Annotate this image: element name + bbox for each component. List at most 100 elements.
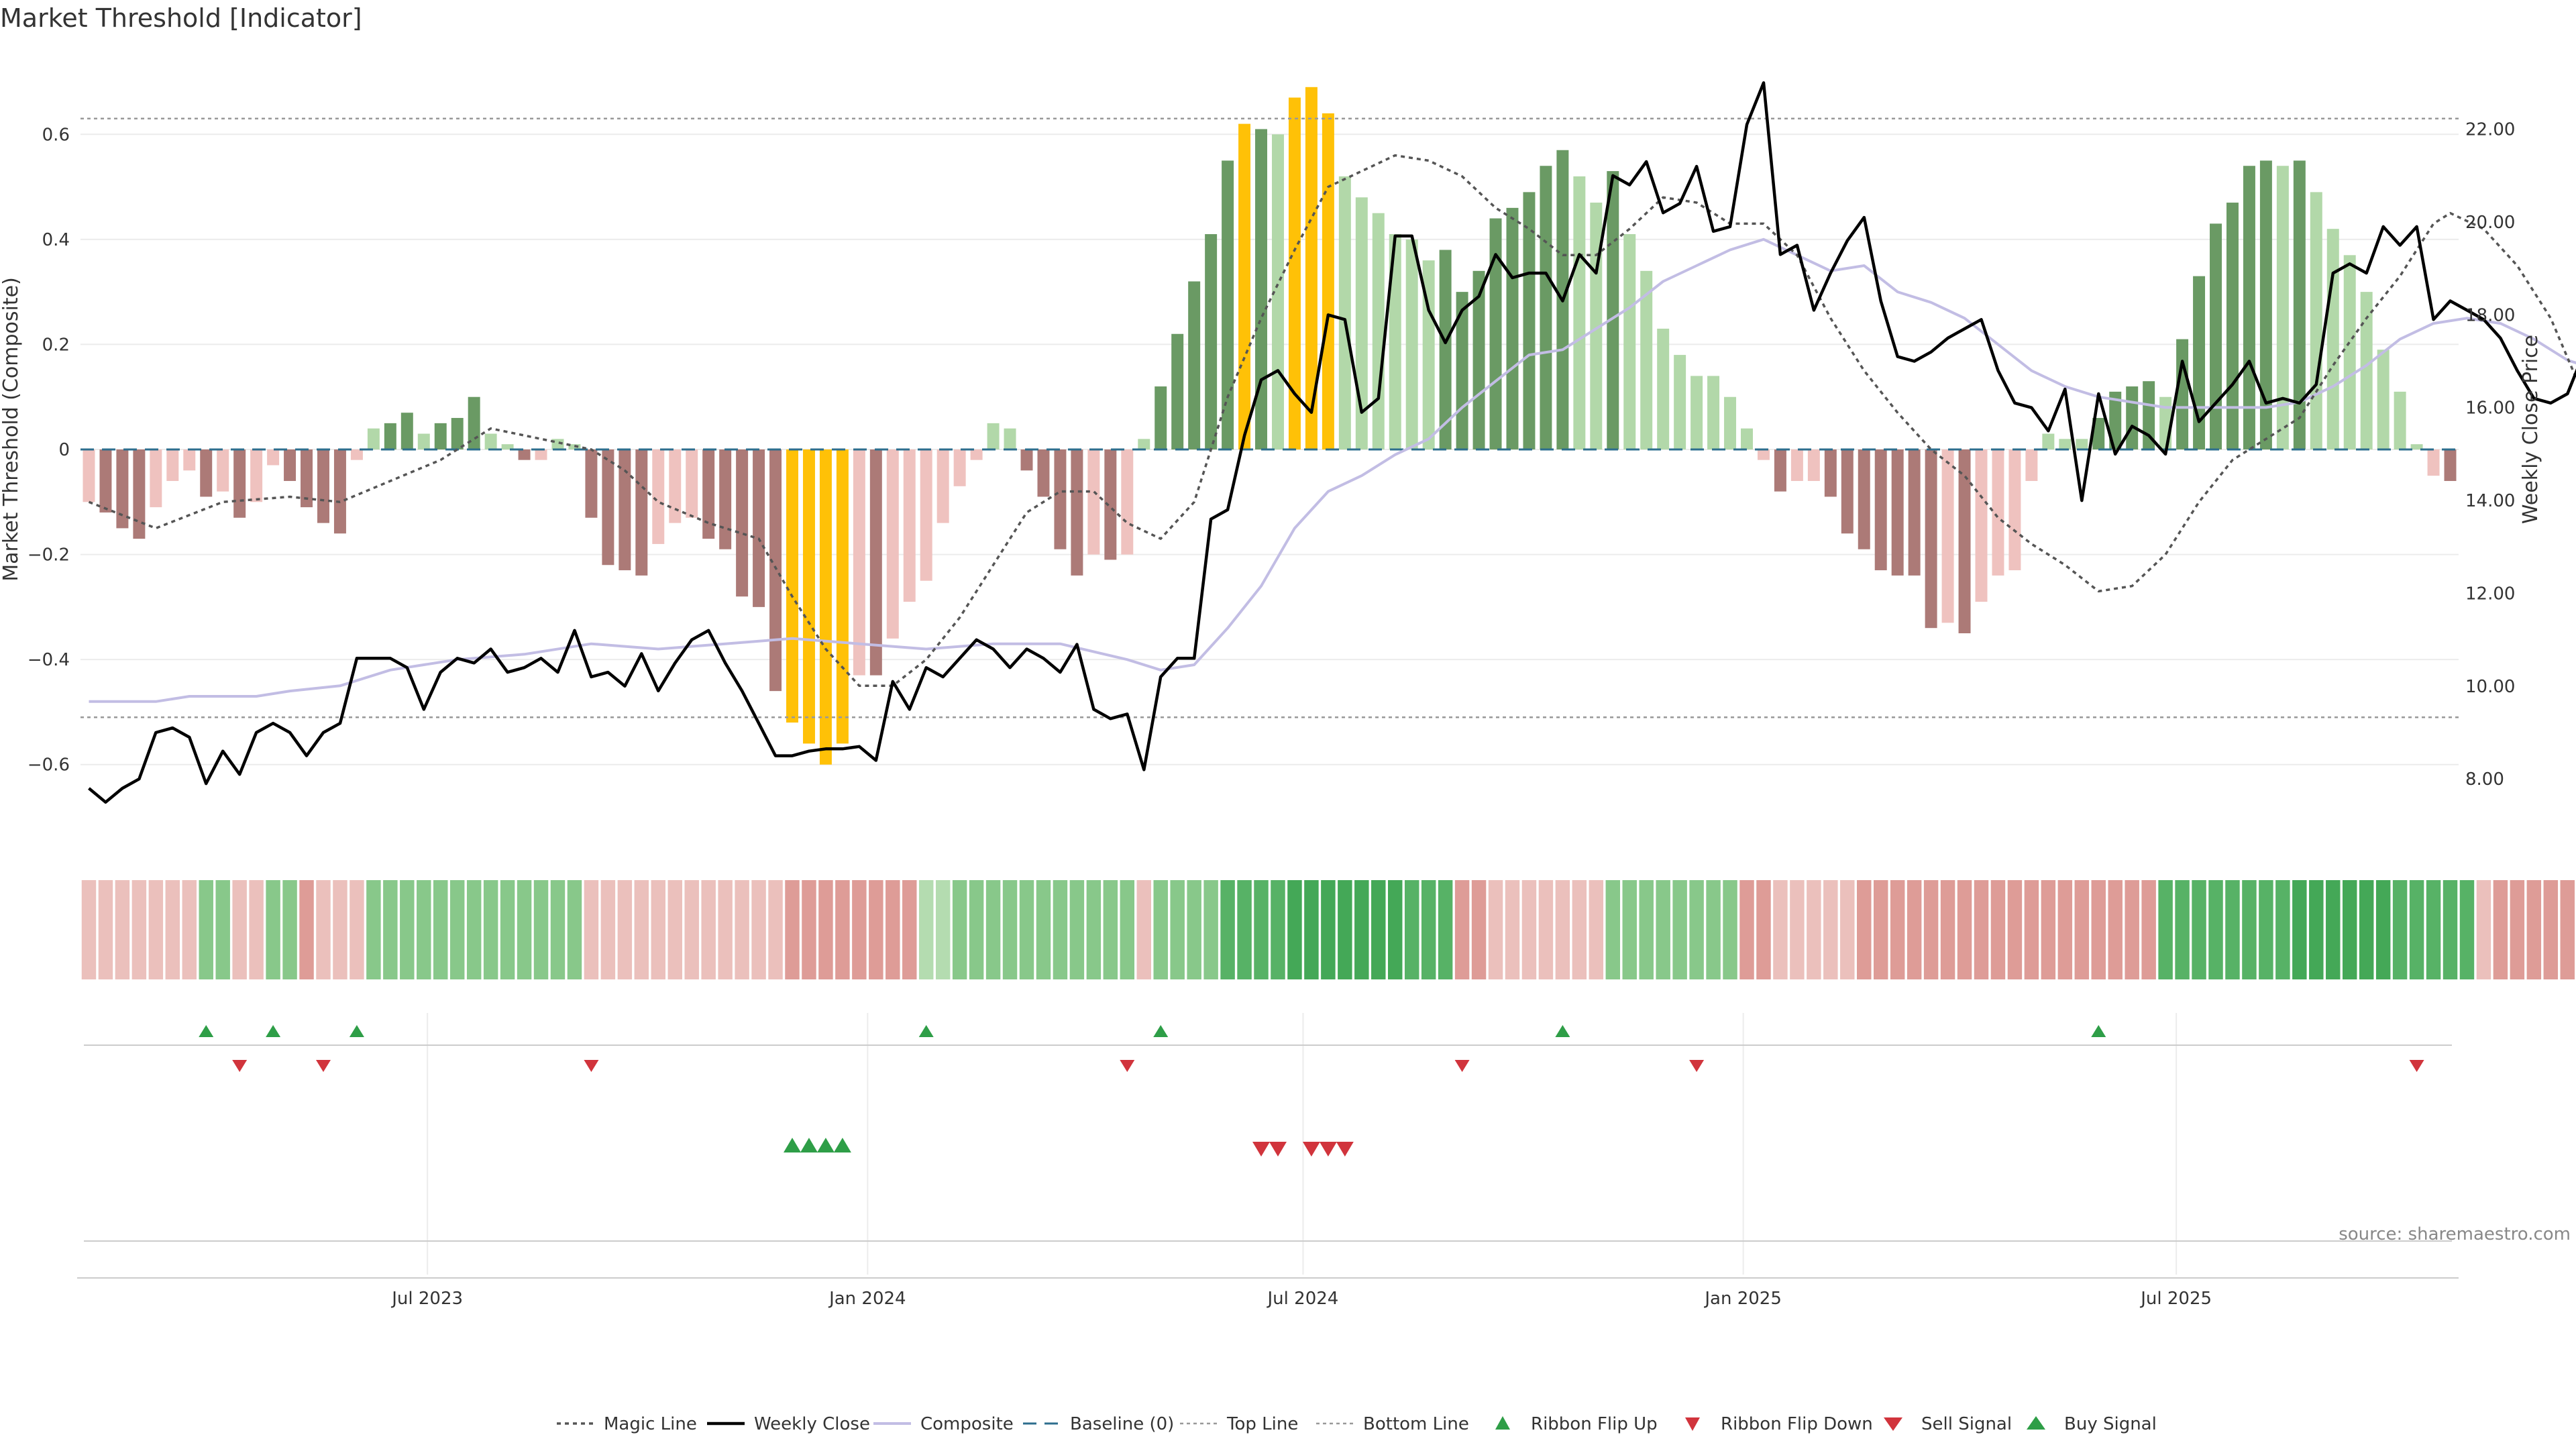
composite-bar [1472,270,1485,449]
ribbon-cell [2493,880,2508,979]
ribbon-cell [1254,880,1269,979]
ribbon-cell [2192,880,2206,979]
ribbon-cell [785,880,800,979]
ribbon-cell [2074,880,2090,979]
composite-bar [1958,449,1971,634]
composite-bar [2276,166,2289,449]
ribbon-flip-down-marker [315,1060,331,1072]
composite-bar [551,439,564,449]
composite-bar [1757,449,1770,460]
legend-label: Buy Signal [2064,1414,2157,1434]
composite-bar [1774,449,1786,492]
ribbon-cell [1505,880,1520,979]
y-right-tick-label: 20.00 [2465,213,2515,233]
x-tick-label: Jul 2023 [390,1289,463,1309]
sell-signal-marker [1252,1142,1271,1157]
ribbon-cell [1304,880,1319,979]
legend-item-composite: Composite [873,1414,1014,1434]
legend-label: Bottom Line [1363,1414,1469,1434]
composite-bar [1941,449,1954,623]
composite-bar [1121,449,1134,555]
ribbon-cell [952,880,967,979]
composite-bar [719,449,732,549]
y-left-tick-label: 0 [58,440,70,460]
composite-bar [1640,270,1653,449]
composite-bar [1389,234,1401,449]
ribbon-cell [567,880,582,979]
ribbon-cell [1605,880,1621,979]
y-right-tick-label: 16.00 [2465,398,2515,419]
chart-title: Market Threshold [Indicator] [0,3,362,33]
legend-item-baseline: Baseline (0) [1023,1414,1174,1434]
ribbon-cell [517,880,532,979]
composite-bar [384,423,396,449]
ribbon-cell [1287,880,1302,979]
y-axis-left-label: Market Threshold (Composite) [0,277,23,582]
ribbon-cell [449,880,465,979]
composite-bar [2243,166,2255,449]
composite-bar [1741,428,1753,449]
composite-bar [2427,449,2440,476]
signal-panel [84,1138,2452,1242]
composite-bar [1355,197,1368,449]
composite-bar [183,449,196,471]
composite-bar [652,449,665,544]
x-tick-label: Jan 2024 [828,1289,906,1309]
composite-bar [635,449,648,576]
ribbon-cell [232,880,247,979]
ribbon-cell [2108,880,2123,979]
ribbon-cell [350,880,364,979]
ribbon-cell [2375,880,2391,979]
composite-bar [2410,444,2423,449]
y-right-tick-label: 8.00 [2465,769,2504,790]
legend-swatch [2027,1416,2045,1430]
buy-signal-marker [784,1138,802,1152]
ribbon-cell [1807,880,1821,979]
ribbon-cell [2409,880,2424,979]
composite-bar [301,449,313,508]
ribbon-cell [383,880,398,979]
composite-bar [2109,391,2122,449]
composite-bar [1155,386,1167,449]
legend-swatch [1685,1417,1700,1431]
composite-bar [2025,449,2038,481]
ribbon-cell [2041,880,2056,979]
ribbon-cell [1723,880,1737,979]
ribbon-cell [2543,880,2559,979]
ribbon-cell [2309,880,2324,979]
ribbon-cell [1203,880,1218,979]
composite-bar [736,449,749,597]
composite-bar [1405,239,1418,449]
ribbon-cell [215,880,230,979]
ribbon-flip-down-marker [1689,1060,1705,1072]
composite-bar [284,449,297,481]
composite-bar [1087,449,1100,555]
legend-item-flipdown: Ribbon Flip Down [1685,1414,1873,1434]
ribbon-flip-down-marker [1120,1060,1135,1072]
composite-bar [200,449,213,497]
x-tick-label: Jul 2024 [1267,1289,1339,1309]
composite-bar [1322,113,1334,449]
composite-bar [2193,276,2206,449]
ribbon-cell [1756,880,1771,979]
buy-signal-marker [833,1138,851,1152]
composite-bar [400,413,413,449]
composite-bar [484,433,497,449]
ribbon-cell [985,880,1001,979]
composite-bar [217,449,229,492]
ribbon-cell [333,880,347,979]
composite-bar [1874,449,1887,571]
ribbon-cell [1689,880,1704,979]
ribbon-cell [918,880,934,979]
legend: Magic Line Weekly Close Composite Baseline … [557,1414,2157,1434]
ribbon-cell [2560,880,2575,979]
composite-bar [166,449,179,481]
legend-label: Sell Signal [1921,1414,2012,1434]
ribbon-cell [1488,880,1503,979]
ribbon-cell [1790,880,1805,979]
composite-bar [2176,339,2189,449]
ribbon-cell [98,880,113,979]
ribbon-cell [617,880,633,979]
legend-swatch [1884,1417,1902,1431]
